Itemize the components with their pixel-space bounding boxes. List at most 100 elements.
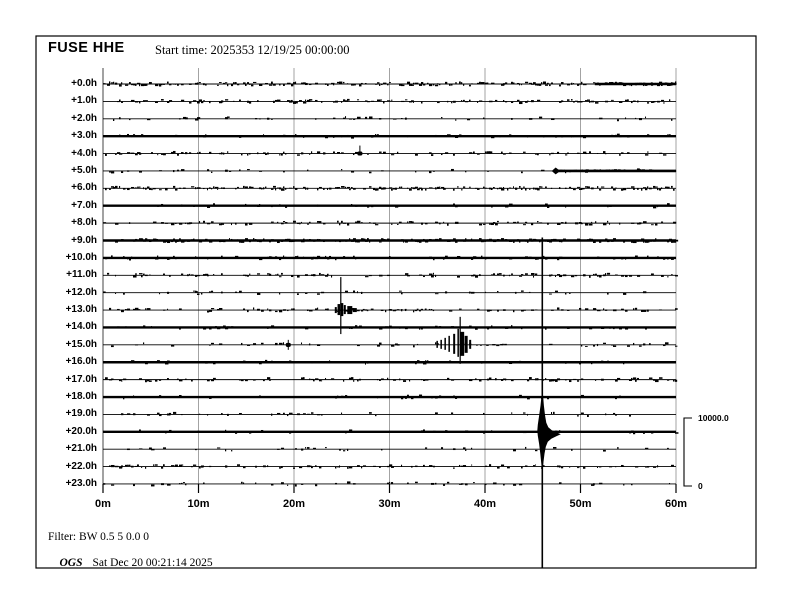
trace-noise	[291, 84, 294, 87]
trace-noise	[663, 258, 666, 260]
trace-noise	[661, 187, 663, 189]
segment-noise	[615, 169, 619, 172]
trace-noise	[415, 153, 418, 156]
trace-noise	[149, 240, 152, 243]
trace-noise	[295, 81, 297, 84]
trace-noise	[419, 274, 423, 276]
trace-noise	[277, 221, 279, 224]
trace-noise	[417, 241, 420, 243]
trace-noise	[121, 310, 124, 313]
trace-noise	[509, 203, 513, 206]
trace-noise	[167, 308, 169, 311]
trace-noise	[115, 223, 119, 225]
hour-label-1: +1.0h	[71, 95, 97, 107]
trace-noise	[639, 345, 642, 347]
segment-noise	[626, 83, 629, 85]
trace-noise	[669, 134, 671, 136]
trace-noise	[549, 293, 552, 295]
trace-noise	[607, 272, 611, 275]
trace-noise	[187, 274, 189, 277]
trace-noise	[547, 82, 549, 84]
trace-noise	[273, 100, 275, 103]
trace-noise	[135, 257, 137, 260]
hour-label-9: +9.0h	[71, 234, 97, 246]
trace-noise	[163, 464, 165, 467]
burst-stroke	[460, 331, 465, 356]
trace-noise	[577, 152, 580, 154]
trace-noise	[599, 189, 602, 191]
trace-noise	[651, 224, 654, 226]
trace-noise	[203, 465, 205, 468]
trace-noise	[493, 239, 497, 243]
trace-noise	[533, 238, 536, 241]
trace-noise	[349, 429, 353, 432]
trace-noise	[123, 188, 126, 190]
trace-noise	[495, 205, 497, 207]
trace-noise	[523, 224, 526, 226]
trace-noise	[193, 290, 197, 292]
trace-noise	[591, 362, 593, 365]
trace-noise	[293, 467, 296, 469]
trace-noise	[667, 447, 669, 449]
minute-label-60: 60m	[664, 498, 688, 510]
trace-noise	[427, 82, 429, 85]
trace-noise	[451, 168, 454, 171]
trace-noise	[675, 308, 678, 310]
trace-noise	[199, 151, 201, 154]
trace-noise	[497, 188, 499, 190]
trace-noise	[579, 101, 583, 103]
trace-noise	[375, 188, 378, 191]
trace-noise	[307, 413, 310, 415]
trace-noise	[605, 238, 608, 240]
trace-noise	[173, 238, 176, 240]
trace-noise	[509, 257, 513, 260]
trace-noise	[139, 101, 141, 104]
trace-noise	[215, 326, 217, 328]
trace-noise	[623, 484, 625, 486]
trace-noise	[171, 240, 174, 243]
trace-noise	[511, 273, 514, 275]
trace-noise	[209, 344, 211, 346]
trace-noise	[179, 379, 183, 382]
trace-noise	[649, 343, 651, 345]
trace-noise	[573, 188, 576, 191]
trace-noise	[577, 222, 581, 224]
trace-noise	[175, 241, 177, 243]
trace-noise	[257, 100, 259, 103]
trace-noise	[173, 361, 176, 364]
trace-noise	[515, 204, 519, 206]
trace-noise	[379, 241, 382, 243]
trace-noise	[195, 274, 198, 277]
trace-noise	[267, 256, 270, 259]
trace-noise	[249, 101, 252, 104]
trace-noise	[435, 397, 438, 399]
trace-noise	[345, 116, 347, 119]
trace-noise	[261, 429, 264, 433]
trace-noise	[517, 361, 520, 363]
trace-noise	[137, 82, 141, 85]
trace-noise	[127, 133, 129, 136]
trace-noise	[131, 152, 135, 154]
trace-noise	[559, 465, 561, 468]
trace-noise	[435, 187, 437, 190]
trace-noise	[249, 152, 251, 155]
trace-noise	[267, 377, 271, 380]
trace-noise	[293, 240, 295, 242]
trace-noise	[665, 239, 669, 242]
segment-noise	[589, 170, 593, 172]
trace-noise	[557, 378, 561, 381]
trace-noise	[133, 134, 136, 136]
trace-noise	[141, 275, 143, 278]
trace-noise	[325, 255, 327, 258]
trace-noise	[401, 100, 405, 103]
trace-noise	[645, 466, 649, 468]
trace-noise	[163, 83, 165, 85]
trace-noise	[343, 81, 345, 84]
trace-noise	[421, 101, 423, 104]
trace-noise	[511, 412, 513, 414]
trace-noise	[377, 396, 379, 399]
trace-noise	[423, 83, 426, 86]
trace-noise	[167, 81, 169, 84]
trace-noise	[161, 466, 164, 469]
trace-noise	[435, 412, 438, 415]
